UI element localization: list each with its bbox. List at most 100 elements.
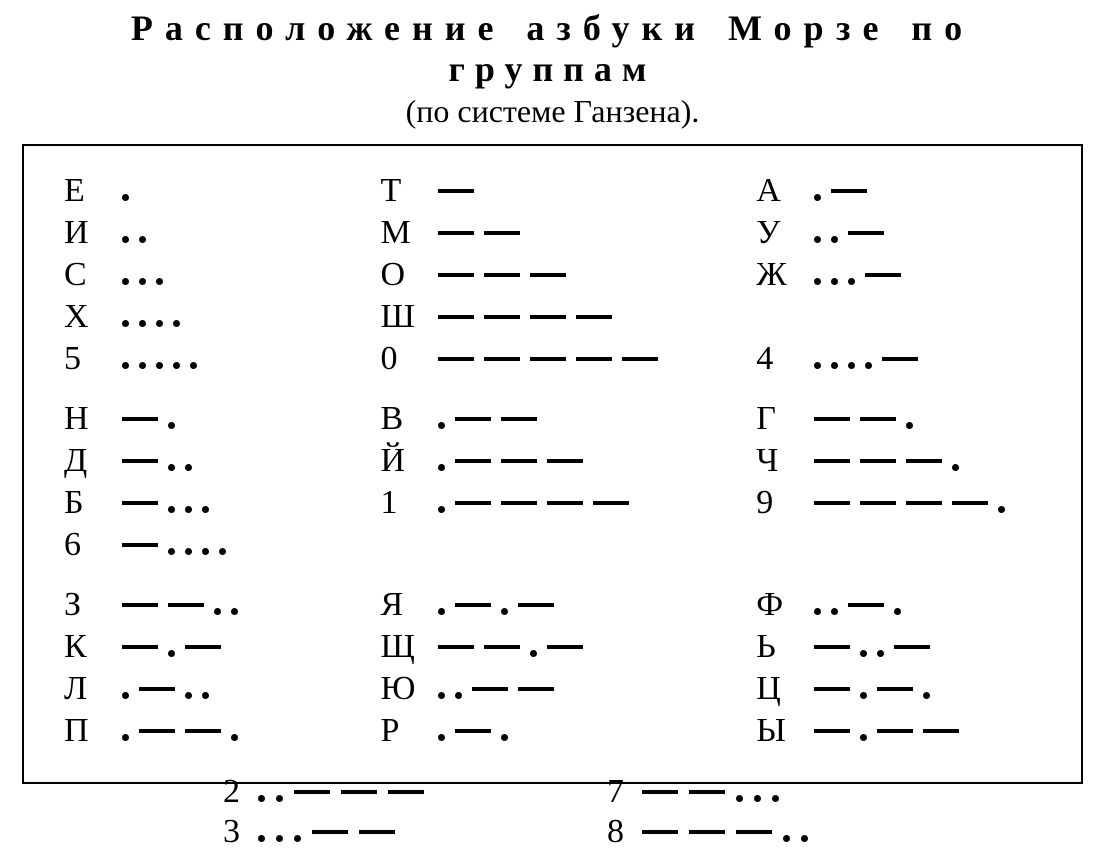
morse-column: ЕИСХ5 [64, 172, 380, 378]
morse-code [122, 222, 146, 243]
letter-label: Н [64, 400, 122, 438]
morse-dot [831, 362, 838, 369]
morse-dot [185, 692, 192, 699]
morse-dot [156, 362, 163, 369]
number-label: 3 [194, 813, 258, 851]
letter-label: С [64, 256, 122, 294]
morse-dot [783, 835, 790, 842]
morse-entry: М [380, 214, 756, 252]
morse-dot [156, 320, 163, 327]
bottom-row: 27 [194, 772, 1053, 812]
morse-dash [122, 459, 158, 463]
letter-label: Ж [756, 256, 814, 294]
letter-label: Ч [756, 442, 814, 480]
morse-entry: Ю [380, 670, 756, 708]
morse-dash [576, 315, 612, 319]
morse-dot [772, 795, 779, 802]
morse-dash [455, 459, 491, 463]
morse-code [814, 348, 918, 369]
morse-dot [848, 362, 855, 369]
morse-entry: 0 [380, 340, 756, 378]
morse-dash [736, 830, 772, 834]
morse-dash [865, 273, 901, 277]
morse-dot [906, 422, 913, 429]
morse-dash [860, 417, 896, 421]
morse-code [122, 450, 192, 471]
morse-dot [860, 734, 867, 741]
morse-dash [388, 790, 424, 794]
morse-entry: Ь [756, 628, 1053, 666]
letter-label: В [380, 400, 438, 438]
morse-dash [952, 501, 988, 505]
morse-dot [231, 734, 238, 741]
morse-dot [894, 608, 901, 615]
morse-dash [438, 645, 474, 649]
morse-code [122, 594, 238, 615]
number-label: 2 [194, 773, 258, 811]
morse-entry: Ш [380, 298, 756, 336]
morse-code [122, 636, 221, 657]
morse-code [122, 306, 180, 327]
morse-dot [814, 278, 821, 285]
morse-dot [814, 608, 821, 615]
morse-dot [276, 835, 283, 842]
letter-label: Ы [756, 712, 814, 750]
morse-dot [801, 835, 808, 842]
morse-dash [860, 459, 896, 463]
letter-label: Д [64, 442, 122, 480]
morse-code [438, 315, 612, 319]
morse-dot [202, 692, 209, 699]
letter-label: Б [64, 484, 122, 522]
morse-code [438, 678, 554, 699]
morse-group: ЕИСХ5ТМОШ0АУЖ4 [64, 172, 1053, 378]
morse-code [642, 781, 962, 802]
morse-dot [501, 608, 508, 615]
morse-dash [642, 790, 678, 794]
morse-dot [860, 692, 867, 699]
morse-dash [438, 231, 474, 235]
morse-dash [814, 645, 850, 649]
morse-entry: 5 [64, 340, 380, 378]
morse-dot [139, 278, 146, 285]
morse-entry: В [380, 400, 756, 438]
morse-code [814, 180, 867, 201]
morse-dash [530, 315, 566, 319]
morse-group: ЗКЛПЯЩЮРФЬЦЫ [64, 586, 1053, 750]
morse-code [814, 594, 901, 615]
morse-dot [438, 608, 445, 615]
morse-dash [139, 729, 175, 733]
letter-label: 1 [380, 484, 438, 522]
morse-group: НДБ6ВЙ1ГЧ9 [64, 400, 1053, 564]
morse-code [438, 408, 537, 429]
morse-entry: 6 [64, 526, 380, 564]
morse-dot [173, 320, 180, 327]
morse-column: ЯЩЮР [380, 586, 756, 750]
bottom-row: 38 [194, 812, 1053, 852]
morse-column: АУЖ4 [756, 172, 1053, 378]
morse-dash [122, 603, 158, 607]
morse-dot [814, 362, 821, 369]
letter-label: Т [380, 172, 438, 210]
morse-dot [455, 692, 462, 699]
morse-entry: П [64, 712, 380, 750]
morse-dash [122, 501, 158, 505]
morse-code [122, 492, 209, 513]
bottom-numbers: 2738 [194, 772, 1053, 852]
morse-entry: Ж [756, 256, 1053, 294]
morse-entry: С [64, 256, 380, 294]
morse-dash [622, 357, 658, 361]
letter-label: 5 [64, 340, 122, 378]
morse-code [122, 180, 129, 201]
letter-label: И [64, 214, 122, 252]
morse-dot [831, 236, 838, 243]
morse-dot [438, 506, 445, 513]
morse-dot [122, 236, 129, 243]
morse-dash [877, 687, 913, 691]
morse-dot [754, 795, 761, 802]
morse-dot [438, 692, 445, 699]
morse-dot [736, 795, 743, 802]
morse-dash [547, 645, 583, 649]
morse-entry: 9 [756, 484, 1053, 522]
morse-dash [518, 687, 554, 691]
morse-entry: Д [64, 442, 380, 480]
